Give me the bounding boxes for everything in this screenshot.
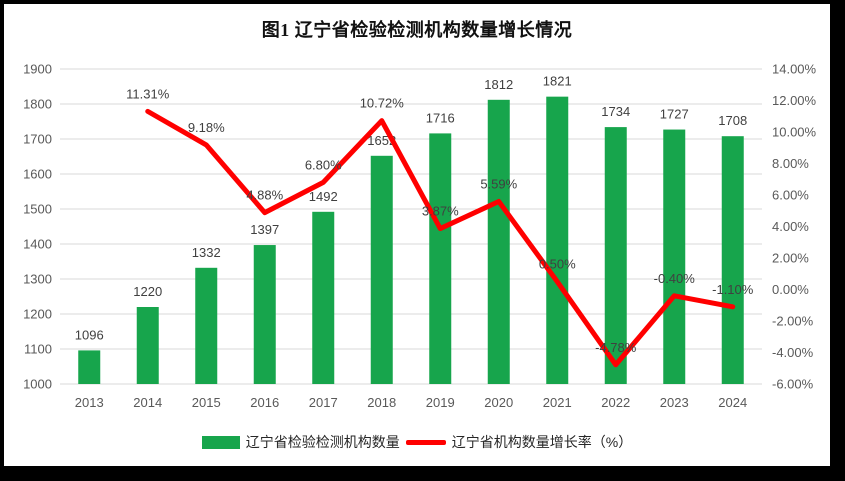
line-point-label: -0.40% — [654, 271, 696, 286]
bar — [721, 136, 744, 384]
bar-value-label: 1727 — [660, 107, 689, 122]
legend-line-label: 辽宁省机构数量增长率（%） — [451, 434, 633, 450]
right-axis-tick: 12.00% — [772, 93, 817, 108]
bar-value-label: 1716 — [426, 110, 455, 125]
bar — [78, 350, 101, 384]
x-axis-tick: 2013 — [75, 395, 104, 410]
bar-value-label: 1397 — [250, 222, 279, 237]
right-axis-tick: -6.00% — [772, 377, 814, 392]
chart-frame: 图1 辽宁省检验检测机构数量增长情况 1000 1100 1200 1300 1400 1… — [4, 4, 830, 466]
x-axis-tick: 2016 — [250, 395, 279, 410]
bar — [487, 99, 510, 385]
bar — [195, 267, 218, 384]
right-axis-tick: 6.00% — [772, 188, 809, 203]
right-axis-tick: -4.00% — [772, 345, 814, 360]
left-axis-tick: 1900 — [23, 62, 52, 77]
line-point-label: 3.87% — [422, 204, 459, 219]
bar — [429, 133, 452, 384]
right-axis-tick: 0.00% — [772, 282, 809, 297]
right-axis-tick: 2.00% — [772, 251, 809, 266]
bar-value-label: 1812 — [484, 77, 513, 92]
left-axis-tick: 1500 — [23, 202, 52, 217]
bar — [546, 96, 569, 385]
left-axis-tick: 1300 — [23, 272, 52, 287]
legend-bar-label: 辽宁省检验检测机构数量 — [245, 434, 400, 450]
line-point-label: -4.78% — [595, 340, 637, 355]
left-axis-tick: 1600 — [23, 167, 52, 182]
x-axis-tick: 2022 — [601, 395, 630, 410]
left-axis-tick: 1400 — [23, 237, 52, 252]
line-point-label: 5.59% — [480, 176, 517, 191]
x-axis-tick: 2023 — [660, 395, 689, 410]
x-axis-tick: 2024 — [718, 395, 747, 410]
legend-bar-swatch — [201, 435, 240, 449]
x-axis-tick: 2018 — [367, 395, 396, 410]
bar — [312, 211, 335, 384]
line-point-label: 0.50% — [539, 257, 576, 272]
bar — [370, 155, 393, 384]
x-axis-tick: 2020 — [484, 395, 513, 410]
left-axis-tick: 1000 — [23, 377, 52, 392]
right-axis-tick: 8.00% — [772, 156, 809, 171]
chart-title: 图1 辽宁省检验检测机构数量增长情况 — [261, 20, 573, 40]
line-point-label: 11.31% — [126, 86, 170, 101]
left-axis-tick: 1700 — [23, 132, 52, 147]
bar-value-label: 1220 — [133, 284, 162, 299]
right-axis-tick: 14.00% — [772, 62, 817, 77]
bar-value-label: 1734 — [601, 104, 630, 119]
line-point-label: 6.80% — [305, 157, 342, 172]
line-point-label: 9.18% — [188, 120, 225, 135]
left-axis-tick: 1800 — [23, 97, 52, 112]
legend-line-swatch — [405, 439, 446, 445]
x-axis-tick: 2017 — [309, 395, 338, 410]
right-axis-tick: 4.00% — [772, 219, 809, 234]
bar — [253, 245, 276, 384]
legend: 辽宁省检验检测机构数量 辽宁省机构数量增长率（%） — [4, 432, 830, 452]
bar-value-label: 1492 — [309, 189, 338, 204]
bar-value-label: 1821 — [543, 74, 572, 89]
bar — [604, 127, 627, 384]
right-axis-tick: 10.00% — [772, 125, 817, 140]
bar — [663, 129, 686, 384]
left-axis-tick: 1100 — [24, 342, 52, 357]
bar-value-label: 1096 — [75, 327, 104, 342]
line-point-label: 4.88% — [246, 188, 283, 203]
bar-value-label: 1332 — [192, 245, 221, 260]
line-point-label: 10.72% — [360, 96, 405, 111]
bar-value-label: 1708 — [718, 113, 747, 128]
x-axis-tick: 2019 — [426, 395, 455, 410]
x-axis-tick: 2021 — [543, 395, 572, 410]
plot-area: 1000 1100 1200 1300 1400 1500 1600 1700 1800 1900… — [23, 62, 817, 411]
x-axis-tick: 2015 — [192, 395, 221, 410]
left-axis-tick: 1200 — [23, 307, 52, 322]
x-axis-tick: 2014 — [133, 395, 162, 410]
bar — [136, 307, 159, 384]
line-point-label: -1.10% — [712, 282, 754, 297]
right-axis-tick: -2.00% — [772, 314, 814, 329]
growth-line — [145, 108, 736, 368]
